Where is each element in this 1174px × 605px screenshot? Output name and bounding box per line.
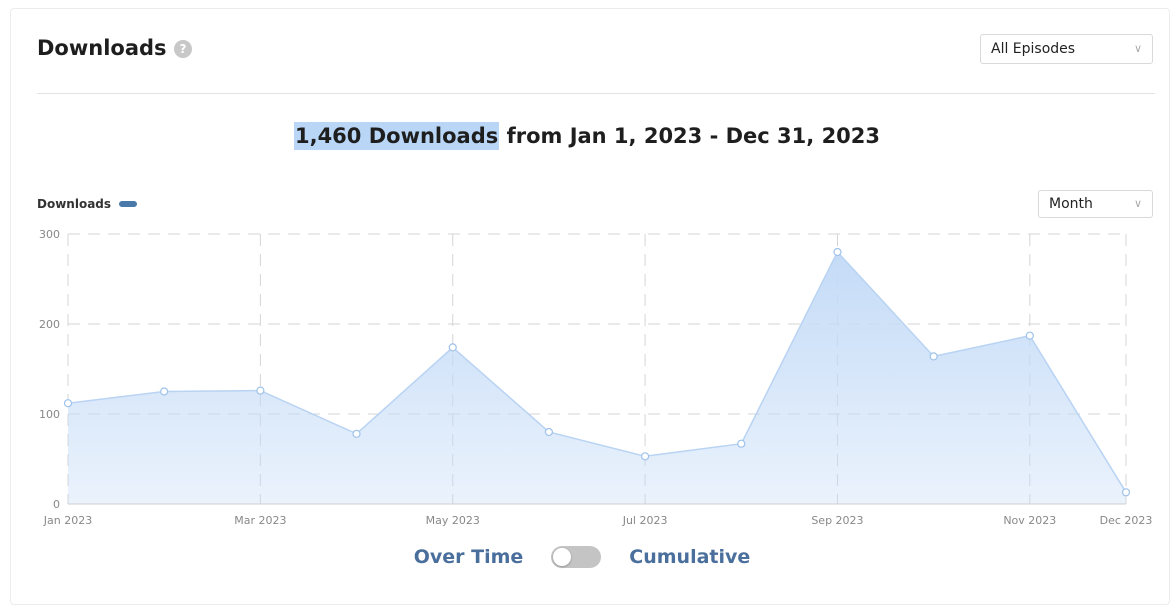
data-point: [63, 399, 73, 408]
summary-range: from Jan 1, 2023 - Dec 31, 2023: [499, 124, 881, 148]
page-title: Downloads: [37, 36, 167, 60]
downloads-card: [10, 8, 1170, 605]
downloads-summary: 1,460 Downloads from Jan 1, 2023 - Dec 3…: [0, 122, 1174, 150]
data-point: [160, 387, 169, 396]
series-area-downloads: [68, 252, 1126, 504]
y-tick-label: 300: [39, 228, 60, 241]
interval-select[interactable]: Month ∨: [1038, 190, 1153, 218]
toggle-knob[interactable]: [553, 548, 572, 566]
view-toggle-row: Over Time Cumulative: [0, 546, 1174, 568]
data-point: [256, 386, 265, 395]
x-tick-label: Sep 2023: [811, 514, 863, 527]
x-tick-label: May 2023: [426, 514, 480, 527]
data-point: [448, 343, 457, 352]
data-point: [352, 429, 361, 438]
episode-select[interactable]: All Episodes ∨: [980, 34, 1153, 64]
x-tick-label: Nov 2023: [1003, 514, 1056, 527]
data-point: [737, 439, 746, 448]
chart-legend: Downloads: [37, 197, 138, 211]
data-point: [544, 427, 554, 437]
interval-select-value: Month: [1049, 196, 1093, 212]
series-line-downloads: [67, 250, 1127, 493]
x-tick-label: Dec 2023: [1100, 514, 1153, 527]
data-point: [929, 352, 938, 361]
y-tick-label: 100: [39, 408, 60, 421]
summary-highlight: 1,460 Downloads: [293, 122, 500, 150]
data-point: [640, 452, 650, 461]
legend-label: Downloads: [37, 197, 112, 211]
header-divider: [37, 93, 1155, 94]
cumulative-toggle[interactable]: [551, 546, 602, 568]
data-point: [833, 247, 842, 257]
chevron-down-icon: ∨: [1133, 196, 1142, 210]
toggle-label-over-time[interactable]: Over Time: [413, 546, 524, 568]
toggle-label-cumulative[interactable]: Cumulative: [629, 546, 751, 568]
episode-select-value: All Episodes: [991, 41, 1076, 57]
x-tick-label: Jul 2023: [622, 514, 668, 527]
help-icon[interactable]: ?: [174, 40, 192, 58]
x-tick-label: Mar 2023: [234, 514, 286, 527]
y-tick-label: 0: [53, 498, 60, 511]
y-tick-label: 200: [39, 318, 60, 331]
chevron-down-icon: ∨: [1133, 41, 1142, 55]
x-tick-label: Jan 2023: [43, 514, 92, 527]
legend-swatch: [119, 201, 138, 207]
data-point: [1121, 488, 1131, 497]
data-point: [1025, 331, 1034, 340]
